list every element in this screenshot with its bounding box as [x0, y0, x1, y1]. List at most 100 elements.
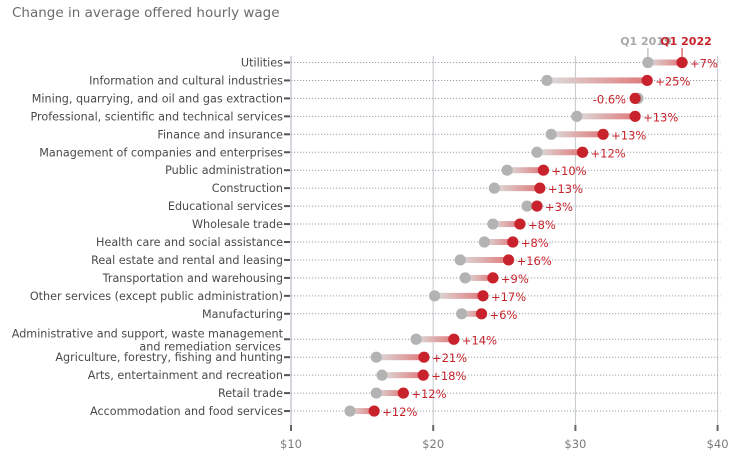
dot-q1-2019 [488, 182, 500, 194]
category-label: Wholesale trade [192, 218, 283, 231]
category-label-line2: and remediation services [139, 340, 281, 353]
category-label: Manufacturing [202, 308, 283, 321]
row-11: Real estate and rental and leasing +16% [91, 254, 721, 268]
change-label: +10% [551, 164, 586, 178]
dot-q1-2022 [676, 56, 688, 69]
dot-q1-2019 [531, 146, 543, 158]
change-label: +7% [690, 57, 718, 71]
dot-q1-2019 [344, 405, 356, 417]
dot-q1-2019 [571, 110, 583, 122]
change-bar [350, 408, 375, 415]
dot-q1-2019 [410, 333, 422, 345]
row-5: Management of companies and enterprises +… [39, 146, 721, 160]
category-label: Real estate and rental and leasing [91, 254, 283, 267]
dot-q1-2019 [478, 236, 490, 248]
change-bar [460, 256, 509, 263]
x-tick-label: $10 [280, 437, 302, 451]
dot-q1-2022 [448, 333, 460, 345]
change-label: -0.6% [593, 92, 626, 106]
rows-layer: Utilities +7% Information and cultural ind… [12, 57, 721, 419]
row-14: Manufacturing +6% [202, 308, 721, 322]
row-18: Retail trade +12% [218, 387, 721, 401]
change-bar [507, 167, 544, 174]
change-label: +17% [491, 290, 526, 304]
row-16: Agriculture, forestry, fishing and hunti… [55, 351, 721, 365]
row-1: Information and cultural industries +25% [89, 74, 721, 88]
dot-q1-2022 [502, 254, 515, 266]
dot-q1-2022 [537, 164, 550, 176]
dot-q1-2019 [545, 128, 557, 140]
change-label: +21% [432, 351, 467, 365]
change-label: +13% [548, 182, 583, 196]
change-label: +6% [490, 308, 518, 322]
dot-q1-2022 [629, 92, 641, 104]
change-bar [484, 239, 513, 245]
dot-q1-2022 [531, 200, 543, 212]
category-label: Construction [212, 182, 283, 195]
change-label: +16% [517, 254, 552, 268]
dot-q1-2019 [454, 254, 466, 266]
dot-q1-2019 [370, 387, 382, 399]
row-9: Wholesale trade +8% [192, 218, 721, 232]
legend-label-q1-2019: Q1 2019 [620, 35, 671, 48]
x-axis: $10 $20 $30 $40 [280, 425, 729, 451]
change-bar [465, 274, 493, 281]
row-6: Public administration +10% [165, 164, 721, 178]
change-label: +9% [501, 272, 529, 286]
dot-q1-2022 [397, 387, 409, 399]
change-bar [434, 292, 483, 299]
category-label: Professional, scientific and technical s… [30, 110, 283, 123]
row-2: Mining, quarrying, and oil and gas extra… [32, 92, 721, 106]
dot-q1-2019 [642, 56, 654, 69]
category-label: Mining, quarrying, and oil and gas extra… [32, 92, 283, 105]
x-tick-label: $40 [707, 437, 729, 451]
dot-q1-2022 [576, 146, 589, 158]
change-bar [494, 185, 540, 192]
category-label: Utilities [241, 57, 283, 70]
row-17: Arts, entertainment and recreation +18% [88, 369, 721, 383]
change-bar [376, 390, 404, 397]
category-label: Finance and insurance [157, 128, 283, 141]
category-label: Educational services [168, 200, 283, 213]
row-10: Health care and social assistance +8% [96, 236, 721, 250]
change-bar [461, 310, 482, 317]
change-label: +12% [411, 387, 446, 401]
dot-q1-2019 [376, 369, 388, 381]
dot-q1-2022 [417, 369, 429, 381]
change-label: +13% [643, 110, 678, 124]
row-19: Accommodation and food services +12% [90, 405, 721, 419]
change-bar [551, 131, 604, 138]
dot-q1-2022 [487, 272, 499, 284]
dot-q1-2022 [534, 182, 546, 194]
row-4: Finance and insurance +13% [157, 128, 721, 142]
category-label: Information and cultural industries [89, 74, 283, 87]
change-bar [537, 149, 583, 156]
change-bar [546, 77, 648, 84]
dot-q1-2022 [629, 110, 641, 122]
change-label: +12% [382, 405, 417, 419]
row-8: Educational services +3% [168, 200, 721, 214]
dot-q1-2019 [370, 351, 382, 363]
category-label: Transportation and warehousing [102, 272, 283, 285]
change-label: +8% [528, 218, 556, 232]
dot-q1-2022 [507, 236, 519, 248]
dot-q1-2022 [641, 74, 653, 87]
change-label: +14% [462, 333, 497, 347]
dot-q1-2019 [429, 290, 441, 302]
change-bar [647, 59, 683, 66]
dot-q1-2019 [521, 200, 533, 212]
x-tick-label: $20 [422, 437, 444, 451]
dot-q1-2019 [541, 74, 553, 87]
change-bar [576, 113, 636, 120]
change-label: +3% [545, 200, 573, 214]
dot-q1-2019 [456, 308, 468, 320]
category-label: Administrative and support, waste manage… [12, 327, 284, 340]
row-3: Professional, scientific and technical s… [30, 110, 721, 124]
row-7: Construction +13% [212, 182, 721, 196]
change-label: +25% [655, 74, 690, 88]
row-0: Utilities +7% [241, 57, 721, 71]
category-label: Agriculture, forestry, fishing and hunti… [55, 351, 283, 364]
dot-q1-2022 [475, 308, 488, 320]
